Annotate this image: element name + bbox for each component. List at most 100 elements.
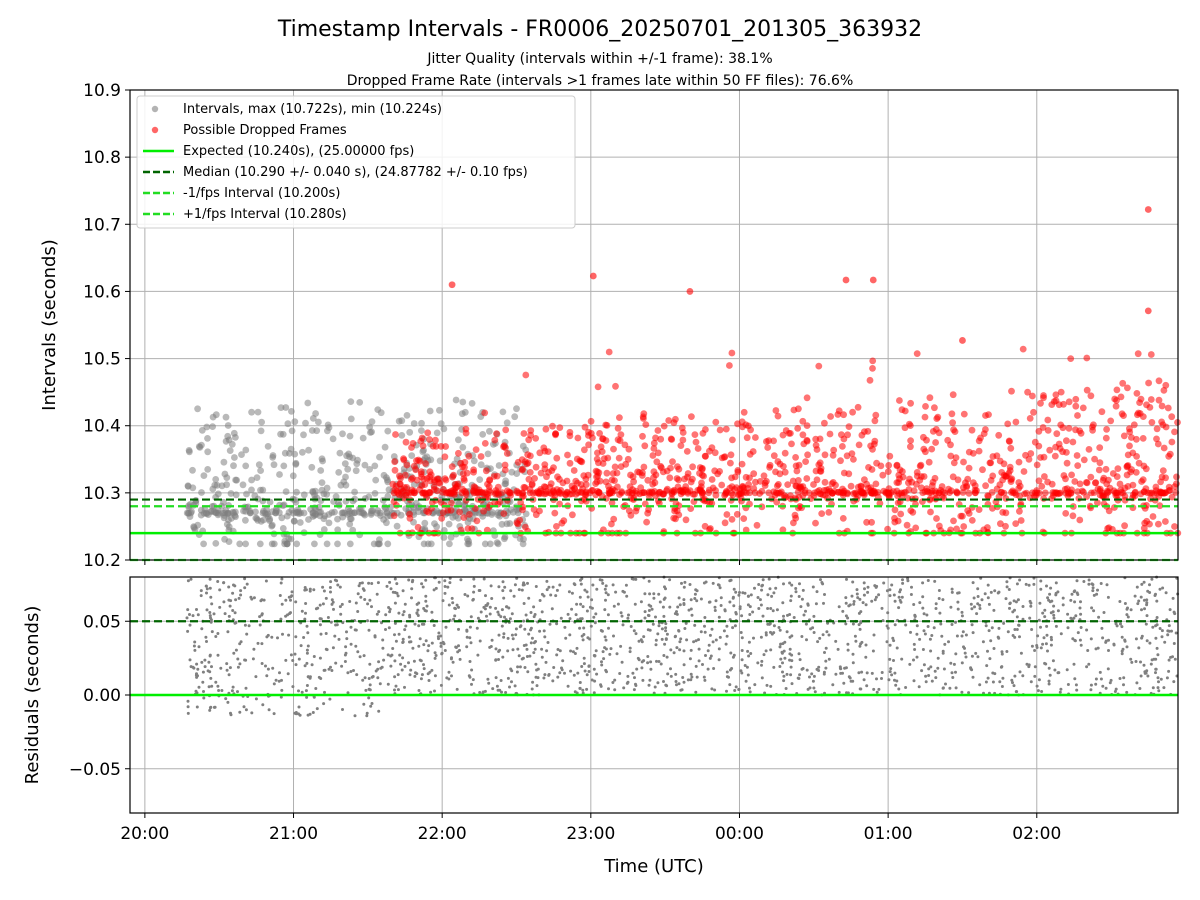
residual-point — [210, 602, 214, 606]
residual-point — [643, 610, 647, 614]
residual-point — [801, 667, 805, 670]
dropped-frame-point — [650, 439, 658, 447]
residual-point — [199, 589, 203, 593]
dropped-frame-point — [907, 399, 914, 407]
residual-point — [827, 657, 831, 661]
residual-point — [885, 640, 889, 644]
dropped-frame-point — [1050, 398, 1058, 405]
residual-point — [306, 644, 310, 648]
residual-point — [901, 578, 904, 582]
residual-point — [747, 654, 751, 658]
dropped-frame-point — [1099, 492, 1106, 500]
residual-point — [412, 659, 416, 663]
residual-point — [478, 691, 482, 694]
residual-point — [393, 659, 397, 663]
dropped-frame-point — [572, 491, 580, 498]
residual-point — [506, 636, 510, 640]
residual-point — [1042, 636, 1046, 640]
interval-point — [484, 450, 492, 458]
residual-point — [925, 613, 929, 617]
residual-point — [647, 609, 651, 612]
dropped-frame-point — [734, 467, 742, 474]
dropped-frame-point — [637, 484, 645, 492]
residual-point — [1148, 641, 1152, 645]
residual-point — [356, 592, 360, 596]
residual-point — [1102, 611, 1106, 614]
dropped-frame-point — [634, 468, 641, 476]
residual-point — [703, 624, 706, 628]
interval-point — [323, 490, 331, 498]
residual-point — [611, 583, 615, 587]
dropped-frame-point — [611, 463, 619, 471]
residual-point — [775, 608, 779, 612]
interval-point — [198, 427, 206, 434]
residual-point — [367, 628, 371, 632]
residual-point — [393, 577, 397, 581]
residual-point — [893, 671, 897, 675]
residual-point — [555, 588, 559, 592]
residual-point — [400, 668, 404, 672]
interval-point — [284, 420, 292, 428]
residual-point — [536, 676, 540, 680]
dropped-frame-point — [536, 449, 544, 457]
residual-point — [973, 605, 976, 609]
residual-point — [665, 655, 669, 659]
residual-point — [751, 610, 755, 614]
residual-point — [873, 584, 877, 588]
dropped-frame-point — [1164, 404, 1172, 412]
residual-point — [664, 638, 668, 641]
residual-point — [808, 686, 812, 690]
interval-point — [374, 507, 382, 514]
residual-point — [1056, 671, 1060, 675]
dropped-frame-point — [1065, 424, 1073, 432]
dropped-frame-point — [1044, 427, 1052, 434]
interval-point — [300, 491, 308, 499]
residual-point — [323, 668, 327, 672]
residual-point — [280, 602, 284, 606]
residual-point — [418, 658, 422, 662]
residual-point — [238, 710, 242, 714]
residual-point — [1122, 683, 1125, 687]
residual-point — [305, 651, 309, 655]
residual-point — [760, 659, 764, 663]
interval-point — [513, 470, 521, 477]
dropped-frame-point — [542, 425, 550, 433]
dropped-frame-point — [600, 526, 607, 534]
interval-point — [427, 540, 435, 548]
dropped-frame-point — [1139, 435, 1147, 442]
dropped-frame-point — [1056, 489, 1064, 497]
residual-point — [663, 642, 667, 646]
residual-point — [216, 632, 220, 635]
residual-point — [188, 623, 192, 627]
residual-point — [688, 657, 692, 661]
residual-point — [304, 689, 308, 693]
interval-point — [381, 443, 389, 451]
residual-point — [956, 607, 960, 611]
residual-point — [581, 638, 585, 642]
residual-point — [349, 642, 353, 646]
residual-point — [632, 688, 636, 692]
dropped-frame-point — [986, 459, 994, 467]
residual-point — [862, 678, 866, 682]
interval-point — [468, 400, 476, 407]
residual-point — [851, 622, 855, 626]
interval-point — [498, 520, 506, 528]
residual-point — [1145, 614, 1149, 618]
dropped-frame-point — [593, 478, 601, 486]
residual-point — [864, 643, 868, 647]
residual-point — [497, 658, 500, 661]
dropped-frame-point — [857, 483, 865, 491]
y-tick-label-top: 10.3 — [83, 484, 121, 504]
residual-point — [1040, 690, 1044, 693]
residual-point — [205, 591, 208, 595]
residual-point — [882, 581, 886, 585]
residual-point — [704, 580, 708, 584]
dropped-frame-point — [1105, 476, 1112, 484]
dropped-frame-point — [1061, 485, 1069, 493]
residual-point — [552, 666, 556, 669]
dropped-frame-point — [910, 487, 918, 494]
residual-point — [642, 635, 646, 639]
residual-point — [245, 632, 249, 636]
interval-point — [437, 420, 445, 428]
residual-point — [258, 615, 262, 619]
